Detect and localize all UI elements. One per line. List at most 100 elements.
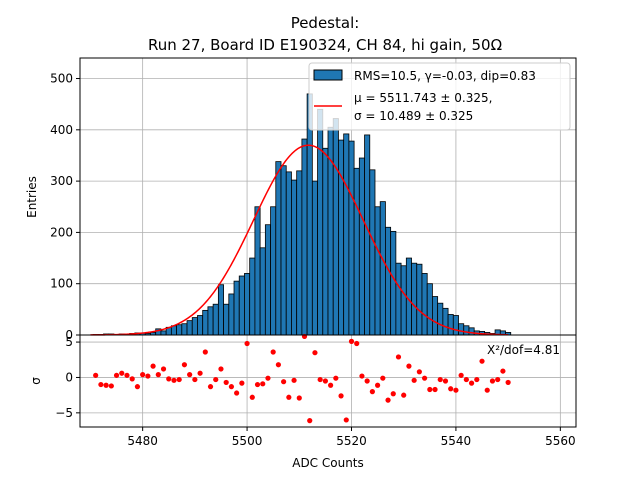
residual-point [275,362,281,368]
residual-point [119,370,125,376]
residual-point [192,376,198,383]
residual-point [484,387,490,393]
histogram-bar [311,180,318,336]
histogram-bar [181,323,188,336]
histogram-bar [343,133,350,336]
residual-point [171,377,177,383]
residual-point [505,379,511,386]
legend-fit-label-line-2: σ = 10.489 ± 0.325 [354,109,473,123]
top-y-ticks: 0 100 200 300 400 500 [50,72,80,342]
residual-point [150,363,156,369]
histogram-bar [426,283,433,336]
x-axis-label: ADC Counts [292,456,364,470]
residual-point [124,372,130,378]
residual-point [223,379,229,386]
top-y-tick-label: 100 [50,277,73,291]
residual-point [437,376,443,383]
histogram-bar [317,108,324,336]
top-y-axis-label: Entries [25,176,39,218]
residual-point [239,380,245,386]
histogram-bar [217,284,224,336]
x-ticks: 5480 5500 5520 5540 5560 [127,427,576,448]
histogram-bar [364,134,371,336]
residual-point [495,376,501,383]
residual-point [108,383,114,389]
top-y-tick-label: 500 [50,72,73,86]
histogram-bar [338,139,345,336]
histogram-bar [348,140,355,336]
residual-point [160,366,167,372]
residual-point [354,340,360,347]
histogram-bar [233,280,240,336]
residual-y-tick-label: −5 [55,406,73,420]
residual-point [390,391,396,397]
residual-point [474,376,480,383]
residual-point [155,372,161,378]
histogram-bar [432,296,439,336]
residual-point [98,381,104,388]
top-y-tick-label: 400 [50,123,73,137]
histogram-bar [223,303,230,336]
residual-point [401,392,407,398]
title-line-2: Run 27, Board ID E190324, CH 84, hi gain… [148,36,502,54]
residual-point [202,349,208,355]
residual-y-axis-label: σ [29,377,43,385]
histogram-bar [285,171,292,336]
residual-point [500,368,506,374]
residual-point [359,373,365,379]
histogram-bar [458,323,465,336]
histogram-plot [90,93,512,336]
residual-point [270,349,276,355]
residual-point [286,394,292,400]
residual-point [317,376,323,383]
histogram-bar [421,273,428,336]
histogram-bar [400,265,407,336]
histogram-bar [264,224,271,336]
residual-point [207,384,214,390]
residual-point [421,375,428,381]
residual-point [187,372,193,378]
histogram-bar [228,293,235,336]
residual-point [265,375,271,381]
histogram-bar [275,161,282,336]
residual-point [380,375,386,381]
residual-point [291,377,297,383]
histogram-bar [176,324,183,336]
residual-point [338,393,344,399]
histogram-bar [447,314,454,336]
residual-point [406,363,412,369]
x-tick-label: 5500 [232,434,263,448]
residual-point [411,377,417,383]
histogram-bar [259,247,266,336]
histogram-bar [270,206,277,336]
residual-point [333,375,339,381]
histogram-bar [332,118,339,336]
x-tick-label: 5520 [336,434,367,448]
residual-point [103,382,109,388]
residual-point [395,354,402,360]
residual-point [93,372,99,378]
residual-point [140,372,146,378]
residual-gridlines [80,335,576,427]
histogram-bar [395,262,402,336]
x-tick-label: 5540 [441,434,472,448]
residual-point [453,387,459,393]
residual-point [322,378,328,384]
histogram-bar [385,226,392,336]
residual-point [145,373,151,379]
residual-point [463,376,469,383]
histogram-bar [296,170,303,336]
residual-point [343,417,349,423]
residual-axes-frame [79,334,577,428]
residual-point [213,376,219,383]
histogram-bar [374,206,381,336]
residual-y-ticks: −5 0 5 [55,335,80,420]
residual-point [479,358,485,364]
x-tick-label: 5560 [545,434,576,448]
residual-point [312,350,318,356]
residual-point [427,386,433,393]
histogram-bar [191,317,198,336]
residual-point [129,376,135,382]
histogram-bar [411,262,418,336]
